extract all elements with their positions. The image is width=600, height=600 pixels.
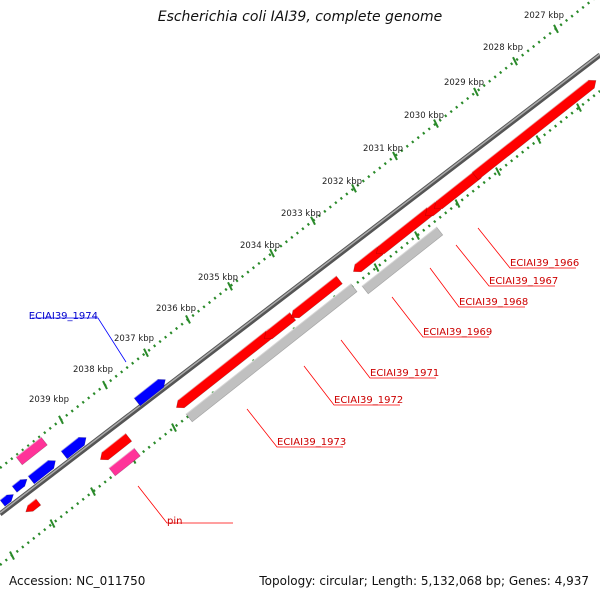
scale-major-tick <box>269 248 275 258</box>
gene-label[interactable]: ECIAI39_1969 <box>423 327 492 338</box>
scale-label: 2035 kbp <box>198 273 238 283</box>
label-leader-line <box>246 408 343 448</box>
gene-ECIAI39_1970-highlight <box>292 275 337 311</box>
scale-major-tick <box>143 348 149 358</box>
inner-major-tick <box>9 551 15 560</box>
inner-major-tick <box>90 487 96 496</box>
genome-summary-text: Topology: circular; Length: 5,132,068 bp… <box>259 574 589 588</box>
scale-label: 2027 kbp <box>524 11 564 21</box>
inner-major-tick <box>171 423 177 432</box>
label-leader-line <box>340 339 436 379</box>
gene-blue-4-highlight <box>11 479 21 487</box>
gene-small-red-highlight <box>27 498 37 506</box>
label-leader-line <box>303 365 400 406</box>
inner-major-tick <box>414 231 420 241</box>
label-leader-line <box>32 317 127 363</box>
gene-pin-upstream-highlight <box>101 432 126 453</box>
inner-major-tick <box>454 199 461 209</box>
label-leader-line <box>429 267 525 308</box>
gene-label[interactable]: ECIAI39_1966 <box>510 258 579 269</box>
scale-major-tick <box>351 183 357 193</box>
scale-label: 2038 kbp <box>73 365 113 375</box>
scale-major-tick <box>58 415 64 425</box>
scale-label: 2037 kbp <box>114 334 154 344</box>
scale-major-tick <box>473 87 479 97</box>
scale-label: 2031 kbp <box>363 144 403 154</box>
inner-major-tick <box>535 135 542 145</box>
gene-ECIAI39_1970 <box>291 275 343 319</box>
inner-major-tick <box>49 519 56 528</box>
scale-major-tick <box>512 56 518 66</box>
scale-label: 2028 kbp <box>483 43 523 53</box>
gene-ECIAI39_1966 <box>471 79 597 181</box>
gene-ECIAI39_1973-highlight <box>185 283 352 415</box>
scale-label: 2033 kbp <box>281 209 321 219</box>
scale-label: 2036 kbp <box>156 304 196 314</box>
scale-label: 2030 kbp <box>404 111 444 121</box>
gene-label[interactable]: ECIAI39_1968 <box>459 297 528 308</box>
label-leader-line <box>455 244 555 287</box>
gene-label[interactable]: ECIAI39_1974 <box>29 311 98 322</box>
outer-scale-line <box>0 0 595 469</box>
gene-label[interactable]: pin <box>167 516 182 527</box>
inner-major-tick <box>373 263 380 273</box>
scale-label: 2034 kbp <box>240 241 280 251</box>
inner-scale-line <box>0 90 600 566</box>
scale-ticks: 2027 kbp 2028 kbp 2029 kbp 2030 kbp 2031 kbp… <box>29 11 564 425</box>
gene-blue-3-highlight <box>27 460 48 477</box>
gene-label[interactable]: ECIAI39_1973 <box>277 437 346 448</box>
scale-major-tick <box>392 151 398 161</box>
gene-ECIAI39_1972-highlight <box>177 328 269 401</box>
gene-label[interactable]: ECIAI39_1971 <box>370 368 439 379</box>
gene-features <box>0 79 597 513</box>
gene-ECIAI39_1966a-highlight <box>435 169 476 202</box>
gene-ECIAI39_1969-grey-highlight <box>361 226 437 287</box>
gene-ECIAI39_1971-highlight <box>265 311 290 332</box>
gene-blue-2-highlight <box>60 436 79 452</box>
gene-ECIAI39_1966-highlight <box>471 79 589 173</box>
accession-text: Accession: NC_011750 <box>9 574 146 588</box>
gene-ECIAI39_1968-highlight <box>377 207 428 247</box>
label-leader-line <box>137 485 233 524</box>
gene-label[interactable]: ECIAI39_1972 <box>334 395 403 406</box>
scale-major-tick <box>310 216 316 226</box>
scale-major-tick <box>185 315 191 324</box>
scale-major-tick <box>553 24 559 34</box>
label-leader-line <box>391 296 489 338</box>
scale-label: 2032 kbp <box>322 177 362 187</box>
inner-major-tick <box>576 103 582 113</box>
gene-pin-upstream <box>100 432 133 461</box>
map-title: Escherichia coli IAI39, complete genome <box>157 9 443 25</box>
scale-major-tick <box>102 380 108 390</box>
gene-labels: ECIAI39_1966 ECIAI39_1967 ECIAI39_1968 ECIA… <box>29 258 579 527</box>
gene-pseudo-left-highlight <box>15 436 42 458</box>
gene-ECIAI39_1967-highlight <box>426 201 436 209</box>
genome-backbone-highlight <box>0 53 600 514</box>
gene-pseudo-left <box>15 436 48 466</box>
gene-pin-highlight <box>108 447 135 469</box>
gene-small-red <box>25 498 42 513</box>
inner-major-tick <box>495 167 501 177</box>
genome-backbone <box>0 53 600 516</box>
label-leader-line <box>477 227 576 269</box>
scale-label: 2039 kbp <box>29 395 69 405</box>
gene-label[interactable]: ECIAI39_1967 <box>489 276 558 287</box>
gene-ECIAI39_1974-highlight <box>133 378 158 399</box>
scale-label: 2029 kbp <box>444 78 484 88</box>
gene-blue-5-highlight <box>0 494 7 501</box>
label-leader-lines <box>32 227 576 524</box>
scale-major-tick <box>433 119 439 129</box>
inner-tick-marks <box>9 103 582 560</box>
scale-major-tick <box>227 281 233 291</box>
gene-ECIAI39_1969-highlight <box>354 246 378 265</box>
gene-blue-4 <box>11 478 28 493</box>
